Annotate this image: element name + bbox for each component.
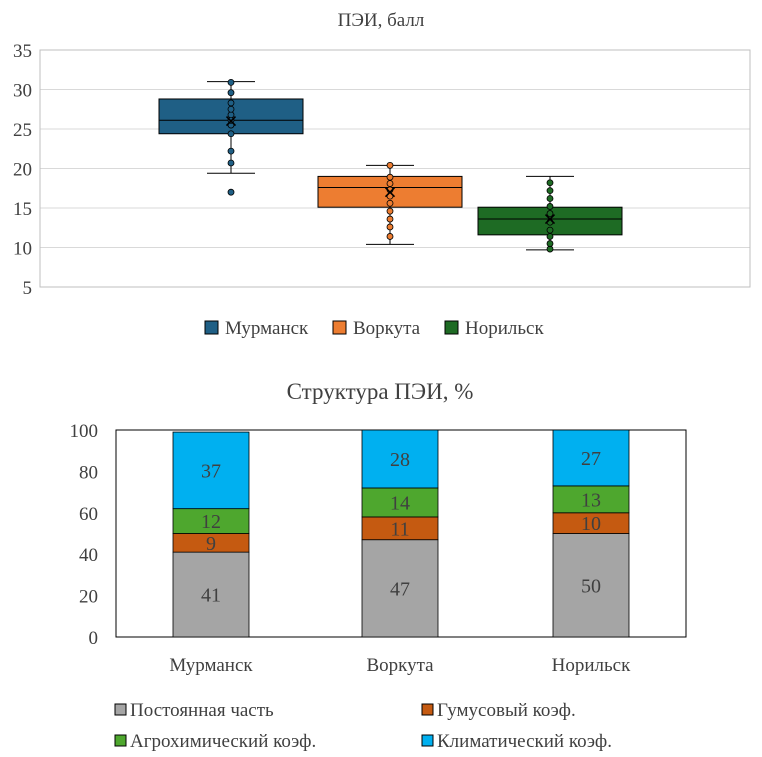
data-point [227,147,235,155]
legend-swatch [204,320,219,335]
legend-swatch [114,703,127,716]
data-label: 50 [581,575,601,597]
bar-segment [172,431,250,510]
y-tick-label: 35 [13,41,32,62]
data-label: 9 [206,533,216,555]
mean-marker [544,213,556,225]
y-tick-label: 5 [23,278,33,299]
data-label: 27 [581,448,601,470]
data-point [227,130,235,138]
x-tick-label: Воркута [366,655,434,676]
bar-segment [361,487,439,518]
data-point [386,173,394,181]
legend-swatch [421,703,434,716]
data-point [386,199,394,207]
data-point [227,188,235,196]
legend-swatch [444,320,459,335]
x-tick-label: Норильск [552,655,631,676]
x-tick-label: Мурманск [169,655,253,676]
data-label: 41 [201,585,221,607]
data-point [386,215,394,223]
bar-segment [172,551,250,638]
data-point [227,89,235,97]
legend-label: Норильск [465,318,544,339]
data-point [386,233,394,240]
legend-swatch [114,734,127,747]
plot-area-border [39,49,751,288]
legend-swatch [421,734,434,747]
data-point [227,99,235,107]
y-tick-label: 60 [79,504,98,525]
legend-label: Воркута [353,318,421,339]
data-point [546,179,554,187]
y-tick-label: 20 [79,587,98,608]
data-point [546,187,554,195]
mean-marker [225,116,237,127]
data-point [386,207,394,215]
legend-label: Агрохимический коэф. [130,731,316,752]
y-tick-label: 30 [13,81,32,102]
y-tick-label: 25 [13,120,32,141]
data-point [386,161,394,169]
data-label: 14 [390,492,410,514]
box-plot-chart: ПЭИ, балл 5 10 15 20 25 30 35 Мурманск Воркута Нор… [13,10,751,339]
box-1 [158,78,304,196]
data-point [386,223,394,231]
data-label: 37 [201,460,221,482]
y-tick-label: 15 [13,199,32,220]
legend-label: Климатический коэф. [437,731,612,752]
y-tick-label: 100 [70,421,99,442]
data-point [546,240,554,247]
data-label: 12 [201,511,221,533]
legend-label: Мурманск [225,318,309,339]
box-2 [317,161,463,245]
data-point [546,203,554,210]
y-tick-label: 0 [89,628,99,649]
data-point [546,226,554,234]
y-tick-label: 20 [13,160,32,181]
chart-title: ПЭИ, балл [338,10,425,31]
bar-segment [361,539,439,638]
data-point [227,78,235,86]
data-point [546,210,554,217]
data-label: 10 [581,513,601,535]
data-label: 13 [581,489,601,511]
bar-segment [552,429,630,487]
y-tick-label: 10 [13,239,32,260]
legend-label: Гумусовый коэф. [437,700,576,721]
chart-title: Структура ПЭИ, % [287,379,474,404]
mean-marker [384,187,396,198]
legend-label: Постоянная часть [130,700,274,721]
data-point [227,159,235,167]
bar-segment [361,429,439,489]
y-tick-label: 40 [79,545,98,566]
data-label: 28 [390,449,410,471]
y-tick-label: 80 [79,462,98,483]
data-label: 47 [390,578,410,600]
data-point [546,195,554,202]
data-label: 11 [390,518,409,540]
box-3 [477,175,623,253]
legend-swatch [332,320,347,335]
